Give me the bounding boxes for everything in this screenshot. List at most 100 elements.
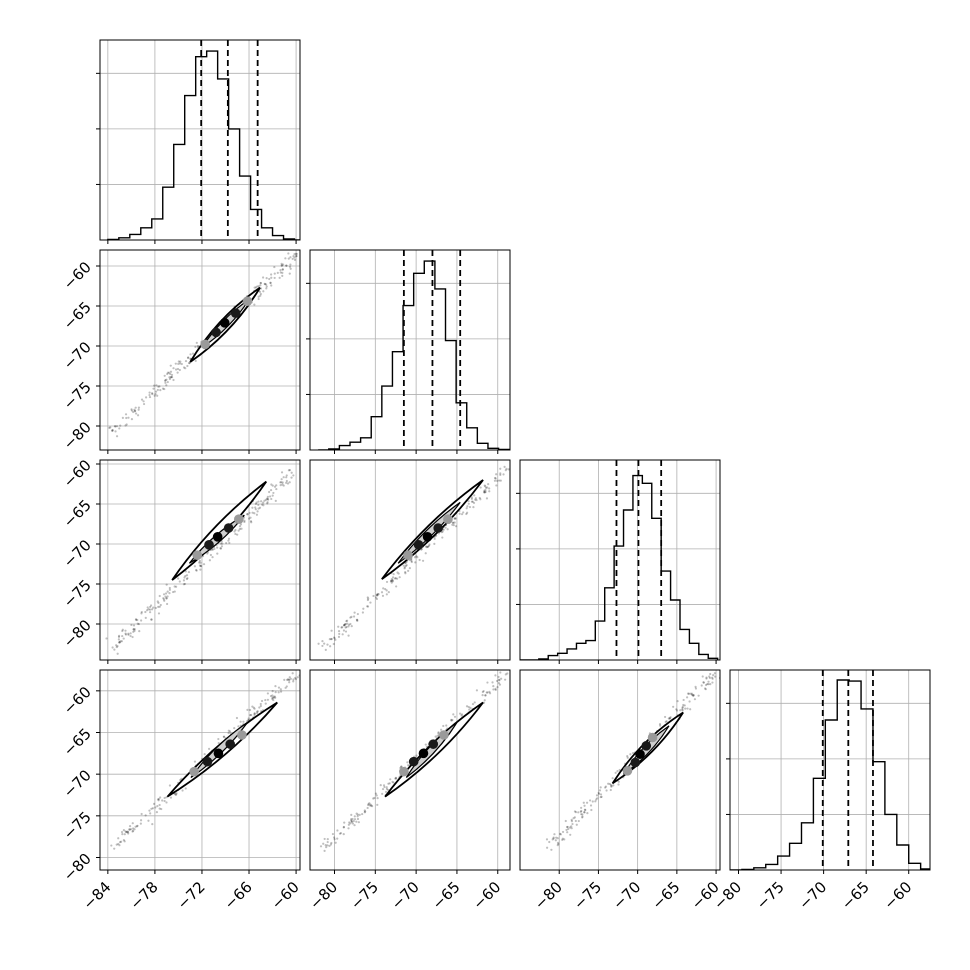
scatter-point — [474, 498, 477, 501]
scatter-point — [559, 833, 562, 836]
scatter-point — [545, 838, 549, 841]
scatter-point — [109, 426, 112, 429]
scatter-point — [317, 642, 320, 645]
scatter-point — [333, 637, 336, 640]
scatter-point — [343, 624, 346, 627]
scatter-point — [281, 483, 284, 486]
scatter-point — [350, 818, 353, 821]
scatter-point — [285, 264, 288, 267]
scatter-point — [288, 676, 291, 679]
scatter-point — [427, 544, 431, 547]
scatter-point — [259, 702, 262, 706]
scatter-point — [330, 638, 333, 641]
scatter-point — [151, 807, 154, 810]
scatter-point — [289, 263, 292, 266]
scatter-point — [237, 725, 240, 728]
scatter-point — [140, 398, 144, 401]
scatter-point — [118, 427, 121, 430]
scatter-point — [390, 579, 394, 582]
scatter-point — [355, 618, 359, 621]
scatter-point — [165, 796, 168, 799]
density-peak — [242, 296, 253, 307]
scatter-point — [682, 703, 685, 707]
x-tick-label: −84 — [79, 878, 114, 913]
scatter-point — [163, 599, 166, 602]
scatter-point — [326, 838, 329, 841]
scatter-point — [166, 380, 169, 384]
scatter-point — [465, 705, 469, 708]
scatter-point — [286, 678, 289, 681]
scatter-point — [711, 677, 714, 680]
scatter-point — [154, 393, 157, 396]
scatter-point — [343, 623, 347, 626]
scatter-point — [284, 257, 287, 260]
scatter-point — [279, 688, 282, 691]
scatter-point — [216, 546, 219, 549]
scatter-point — [152, 387, 155, 390]
panel-content — [520, 460, 719, 660]
density-peak — [403, 550, 413, 560]
density-peak — [202, 756, 213, 767]
scatter-point — [279, 483, 282, 487]
scatter-point — [342, 826, 345, 829]
scatter-point — [138, 630, 141, 633]
scatter-point — [124, 633, 128, 636]
x-tick-label: −66 — [221, 878, 256, 913]
scatter-point — [185, 577, 189, 581]
scatter-point — [488, 490, 491, 493]
scatter-point — [475, 689, 479, 692]
scatter-point — [217, 741, 220, 745]
scatter-point — [391, 576, 395, 579]
scatter-point — [282, 263, 285, 266]
scatter-point — [173, 590, 176, 593]
scatter-point — [384, 790, 388, 793]
scatter-point — [160, 807, 163, 811]
scatter-point — [350, 820, 353, 823]
scatter-point — [468, 505, 472, 509]
scatter-point — [251, 506, 254, 509]
scatter-point — [462, 511, 465, 514]
scatter-point — [280, 264, 283, 267]
scatter-point — [287, 252, 290, 255]
density-peak — [189, 766, 199, 777]
scatter-point — [705, 676, 708, 679]
scatter-point — [178, 580, 181, 583]
scatter-point — [570, 825, 573, 828]
scatter-point — [659, 724, 662, 727]
scatter-point — [663, 715, 667, 719]
scatter-point — [293, 253, 296, 256]
scatter-point — [574, 811, 578, 814]
scatter-point — [675, 709, 679, 712]
scatter-point — [269, 488, 273, 492]
scatter-point — [451, 523, 454, 526]
scatter-point — [387, 782, 390, 785]
scatter-point — [203, 753, 206, 756]
scatter-point — [668, 717, 671, 720]
y-tick-label: −65 — [60, 725, 95, 760]
scatter-point — [209, 553, 212, 557]
scatter-point — [702, 681, 705, 684]
scatter-point — [617, 780, 620, 783]
scatter-point — [424, 743, 427, 746]
scatter-point — [148, 393, 151, 397]
y-tick-label: −70 — [60, 338, 95, 373]
scatter-point — [176, 367, 180, 371]
density-peak — [234, 514, 244, 524]
scatter-point — [152, 606, 155, 609]
scatter-point — [326, 840, 329, 844]
scatter-point — [136, 618, 139, 622]
scatter-point — [484, 490, 487, 494]
scatter-point — [127, 416, 130, 419]
scatter-point — [675, 708, 678, 711]
scatter-point — [446, 528, 449, 531]
scatter-point — [118, 641, 121, 644]
scatter-point — [163, 799, 166, 803]
scatter-point — [276, 271, 279, 274]
scatter-point — [169, 796, 173, 799]
scatter-point — [591, 800, 594, 803]
scatter-point — [279, 690, 283, 693]
scatter-point — [137, 408, 140, 411]
scatter-point — [684, 707, 687, 710]
scatter-point — [154, 606, 157, 610]
scatter-point — [258, 290, 262, 293]
